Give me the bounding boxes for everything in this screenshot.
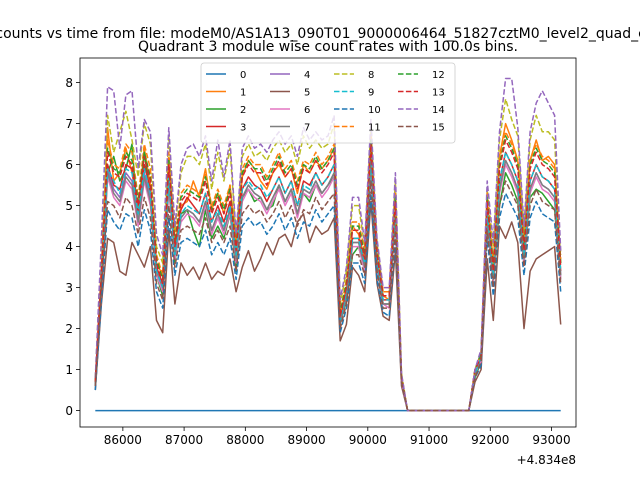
series-line-15 bbox=[94, 180, 562, 412]
x-tick-label: 86000 bbox=[104, 433, 142, 447]
legend-label-11: 11 bbox=[368, 123, 381, 134]
legend-label-9: 9 bbox=[368, 88, 374, 99]
y-tick-label: 2 bbox=[65, 322, 73, 336]
x-offset-text: +4.834e8 bbox=[517, 453, 576, 467]
legend-label-10: 10 bbox=[368, 105, 381, 116]
legend-label-14: 14 bbox=[432, 105, 445, 116]
legend-label-1: 1 bbox=[240, 88, 246, 99]
plot-frame bbox=[79, 57, 577, 428]
legend-label-12: 12 bbox=[432, 70, 445, 81]
x-axis: 86000 87000 88000 89000 90000 91000 92000 93000 bbox=[104, 427, 571, 447]
legend-label-6: 6 bbox=[304, 105, 310, 116]
legend-label-3: 3 bbox=[240, 123, 246, 134]
plot-lines bbox=[94, 77, 562, 412]
y-tick-label: 0 bbox=[65, 404, 73, 418]
y-tick-label: 5 bbox=[65, 199, 73, 213]
x-tick-label: 92000 bbox=[471, 433, 509, 447]
y-tick-label: 6 bbox=[65, 158, 73, 172]
legend-label-4: 4 bbox=[304, 70, 310, 81]
legend-label-13: 13 bbox=[432, 88, 445, 99]
legend-label-8: 8 bbox=[368, 70, 374, 81]
y-tick-label: 1 bbox=[65, 363, 73, 377]
x-tick-label: 88000 bbox=[226, 433, 264, 447]
y-tick-label: 4 bbox=[65, 240, 73, 254]
y-tick-label: 3 bbox=[65, 281, 73, 295]
legend-label-7: 7 bbox=[304, 123, 310, 134]
y-tick-label: 7 bbox=[65, 117, 73, 131]
x-tick-label: 87000 bbox=[165, 433, 203, 447]
x-tick-label: 91000 bbox=[410, 433, 448, 447]
x-tick-label: 90000 bbox=[349, 433, 387, 447]
x-tick-label: 93000 bbox=[532, 433, 570, 447]
series-line-13 bbox=[94, 139, 562, 412]
legend-frame bbox=[200, 62, 456, 144]
legend-label-5: 5 bbox=[304, 88, 310, 99]
chart-title: Quadrant 3 module wise count rates with … bbox=[138, 39, 518, 55]
figure-suptitle: Plotting counts vs time from file: modeM… bbox=[0, 26, 640, 42]
y-axis: 0 1 2 3 4 5 6 7 8 bbox=[65, 76, 80, 418]
legend-label-2: 2 bbox=[240, 105, 246, 116]
x-tick-label: 89000 bbox=[287, 433, 325, 447]
series-line-10 bbox=[94, 192, 562, 412]
legend-label-0: 0 bbox=[240, 70, 246, 81]
legend-label-15: 15 bbox=[432, 123, 445, 134]
y-tick-label: 8 bbox=[65, 76, 73, 90]
